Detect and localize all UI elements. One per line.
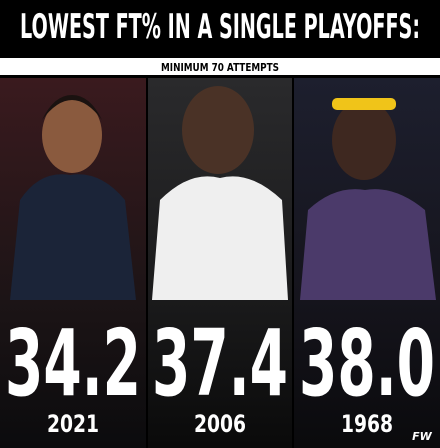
logo: FW bbox=[412, 430, 433, 443]
panel: 37.4 2006 bbox=[148, 78, 292, 448]
player-jersey bbox=[300, 189, 436, 300]
player-jersey bbox=[152, 176, 288, 300]
player-headband bbox=[332, 98, 396, 110]
year: 2021 bbox=[47, 410, 99, 438]
player-hair bbox=[42, 95, 102, 120]
subtitle: MINIMUM 70 ATTEMPTS bbox=[161, 61, 279, 74]
player-head bbox=[42, 97, 102, 173]
value: 37.4 bbox=[152, 310, 288, 417]
player-head bbox=[332, 100, 396, 180]
panel: 38.0 1968 bbox=[294, 78, 440, 448]
player-head bbox=[182, 86, 254, 174]
year: 1968 bbox=[341, 410, 393, 438]
panel: 34.2 2021 bbox=[0, 78, 146, 448]
value: 38.0 bbox=[299, 310, 435, 417]
subtitle-band bbox=[0, 58, 440, 75]
year: 2006 bbox=[194, 410, 246, 438]
title: LOWEST FT% IN A SINGLE PLAYOFFS: bbox=[20, 7, 420, 47]
value: 34.2 bbox=[5, 310, 141, 417]
player-jersey bbox=[10, 174, 136, 300]
